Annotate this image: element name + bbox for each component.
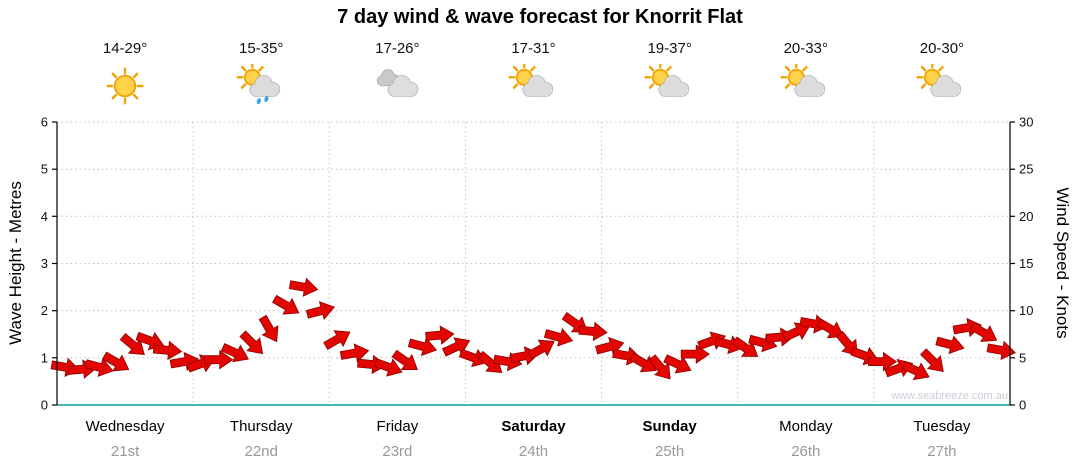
wind-arrow — [543, 327, 574, 347]
left-axis-tick: 0 — [41, 398, 48, 413]
right-axis-tick: 10 — [1019, 303, 1033, 318]
chart-title: 7 day wind & wave forecast for Knorrit F… — [337, 6, 743, 28]
wind-arrow — [835, 330, 858, 356]
day-label: Friday — [377, 418, 419, 435]
weather-icon-partly — [644, 61, 696, 108]
wind-arrow — [119, 332, 145, 356]
wind-arrow — [986, 340, 1016, 361]
wind-arrow — [407, 337, 438, 357]
weather-icon-partly — [780, 61, 832, 108]
day-temp: 14-29° — [102, 40, 148, 57]
day-temp: 17-31° — [511, 40, 556, 57]
wind-arrow — [220, 343, 250, 363]
left-axis-tick: 2 — [41, 303, 48, 318]
left-axis-tick: 3 — [41, 256, 48, 271]
day-date: 27th — [927, 443, 956, 460]
day-date: 26th — [791, 443, 820, 460]
wind-arrow — [391, 349, 418, 371]
wind-arrow — [731, 336, 759, 357]
wind-arrow — [204, 349, 234, 370]
wind-arrow — [663, 354, 692, 374]
wind-arrow — [239, 330, 264, 355]
left-axis-tick: 5 — [41, 162, 48, 177]
wind-arrow — [578, 321, 608, 342]
wind-arrow — [323, 330, 351, 351]
left-axis-tick: 4 — [41, 209, 48, 224]
left-axis-tick: 6 — [41, 115, 48, 130]
wind-arrow — [425, 325, 455, 345]
weather-icon-partly — [507, 61, 560, 108]
wind-arrow — [969, 322, 998, 343]
wind-arrow — [782, 322, 811, 342]
wind-arrow — [648, 354, 671, 380]
left-axis-tick: 1 — [41, 350, 48, 365]
day-temp: 15-35° — [239, 40, 284, 57]
day-label: Saturday — [501, 418, 566, 435]
right-axis-tick: 20 — [1019, 209, 1033, 224]
right-axis-tick: 25 — [1019, 162, 1033, 177]
wind-arrow — [101, 351, 130, 372]
wind-arrow — [84, 358, 114, 377]
day-temp: 20-33° — [783, 40, 828, 57]
wind-arrow — [901, 360, 930, 381]
weather-icon-partly — [916, 61, 968, 108]
wind-arrow — [272, 294, 300, 315]
weather-icon-sunny — [99, 64, 151, 108]
right-axis-tick: 5 — [1019, 350, 1026, 365]
right-axis-tick: 15 — [1019, 256, 1033, 271]
wind-arrow — [373, 358, 403, 377]
wind-arrow — [258, 314, 279, 343]
right-axis-tick: 30 — [1019, 115, 1033, 130]
wind-arrow — [288, 277, 319, 297]
wind-arrow — [920, 348, 944, 372]
day-date: 24th — [519, 443, 548, 460]
watermark: www.seabreeze.com.au — [891, 390, 1008, 402]
wind-arrow — [629, 352, 657, 373]
weather-icon-cloudy — [371, 64, 423, 108]
wind-arrow — [458, 348, 488, 368]
wind-arrow — [868, 351, 898, 372]
wind-arrow — [935, 335, 965, 355]
day-label: Wednesday — [86, 418, 165, 435]
wind-arrow — [527, 339, 555, 360]
day-temp: 20-30° — [919, 40, 965, 57]
day-label: Monday — [779, 418, 833, 435]
day-label: Sunday — [643, 418, 698, 435]
wind-arrow — [339, 343, 370, 363]
day-label: Tuesday — [913, 418, 970, 435]
right-axis-tick: 0 — [1019, 398, 1026, 413]
day-temp: 17-26° — [375, 40, 420, 57]
wind-arrow — [305, 301, 336, 320]
day-date: 22nd — [245, 443, 278, 460]
day-date: 25th — [655, 443, 684, 460]
day-date: 23rd — [382, 443, 412, 460]
wind-arrow — [680, 344, 710, 364]
wind-arrow — [816, 318, 845, 339]
wind-arrow — [152, 340, 183, 361]
day-temp: 19-37° — [647, 40, 692, 57]
weather-icon-shower — [235, 61, 287, 108]
day-label: Thursday — [230, 418, 293, 435]
day-date: 21st — [111, 443, 140, 460]
